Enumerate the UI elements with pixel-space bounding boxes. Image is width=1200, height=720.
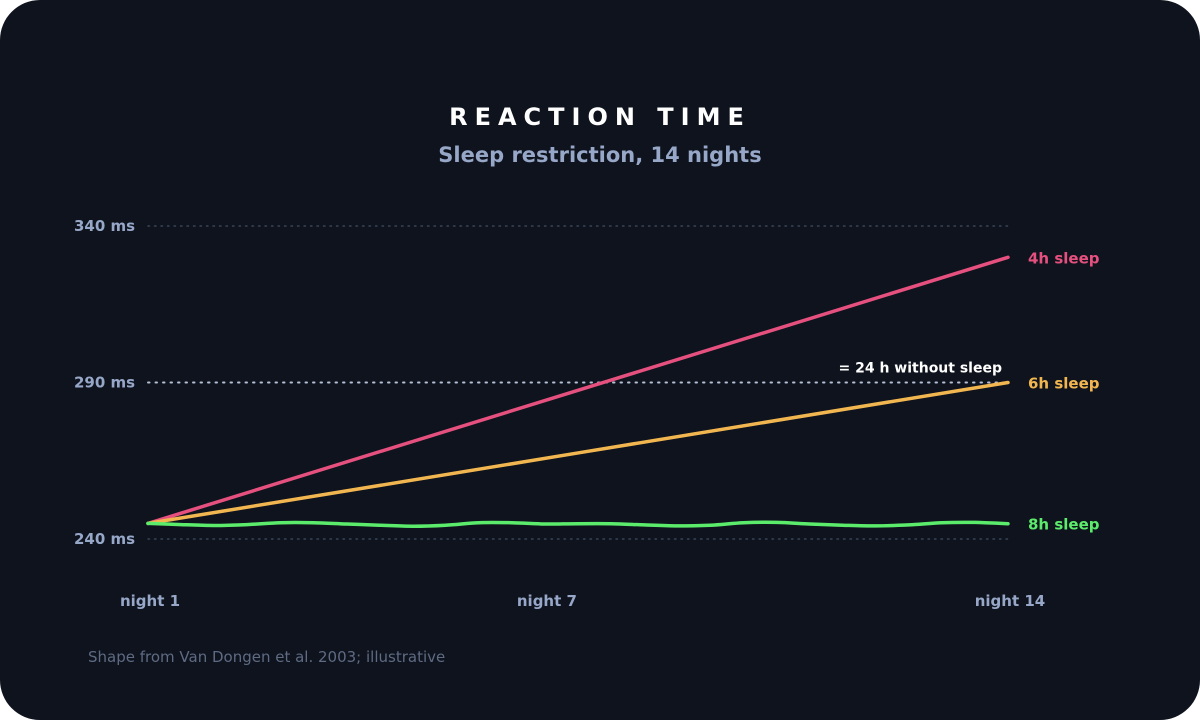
x-tick-label: night 1 [120,592,180,610]
series-line [146,520,1010,528]
series-labels: 4h sleep 6h sleep 8h sleep [1028,249,1100,533]
x-tick-label: night 7 [517,592,577,610]
chart-subtitle: Sleep restriction, 14 nights [438,143,762,167]
x-axis-labels: night 1 night 7 night 14 [120,592,1045,610]
y-tick-label: 340 ms [74,217,135,235]
y-tick-label: 240 ms [74,530,135,548]
chart-title: REACTION TIME [449,103,751,131]
series-label: 8h sleep [1028,516,1100,534]
series-lines [146,255,1010,528]
y-tick-label: 290 ms [74,374,135,392]
series-label: 4h sleep [1028,249,1100,267]
source-note: Shape from Van Dongen et al. 2003; illus… [88,648,446,666]
grid-lines [147,225,1009,540]
y-axis-labels: 240 ms 290 ms 340 ms [74,217,135,548]
series-label: 6h sleep [1028,375,1100,393]
series-line [146,380,1010,526]
x-tick-label: night 14 [975,592,1046,610]
series-line [146,255,1010,526]
reference-annotation: = 24 h without sleep [839,361,1003,377]
